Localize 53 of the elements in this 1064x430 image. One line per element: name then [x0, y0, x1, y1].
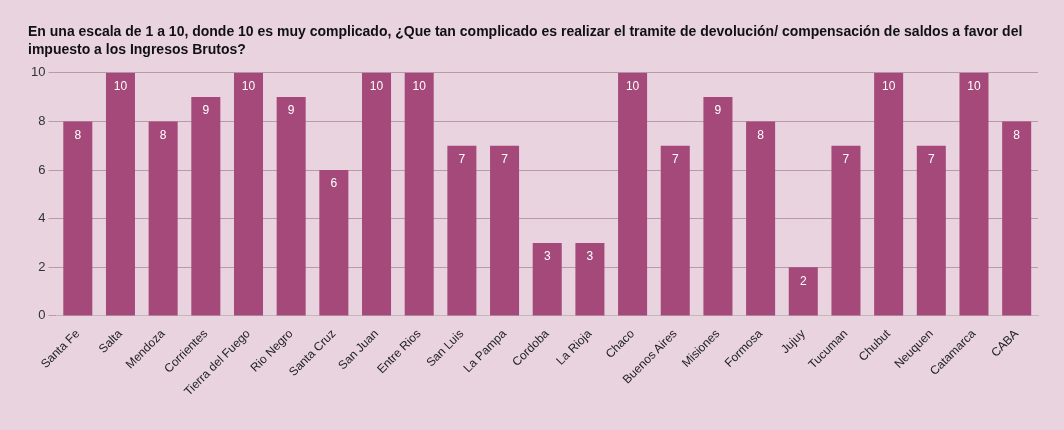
data-label: 8	[159, 127, 167, 142]
bar	[959, 72, 989, 316]
data-label: 8	[757, 127, 765, 142]
y-tick-label: 6	[38, 161, 46, 177]
y-tick-label: 10	[30, 64, 46, 80]
bar	[276, 97, 306, 316]
data-label: 2	[799, 273, 807, 288]
bar	[63, 121, 93, 316]
data-label: 7	[927, 152, 935, 167]
data-label: 7	[671, 152, 679, 167]
data-label: 8	[1013, 127, 1021, 142]
bar	[874, 72, 904, 316]
data-label: 7	[842, 152, 850, 167]
data-label: 6	[330, 176, 338, 191]
bar	[191, 97, 221, 316]
bar	[831, 145, 861, 316]
bar	[404, 72, 434, 316]
data-label: 7	[458, 152, 466, 167]
data-label: 9	[714, 103, 722, 118]
bar	[105, 72, 135, 316]
data-label: 7	[501, 152, 509, 167]
bar	[916, 145, 946, 316]
y-tick-label: 4	[38, 210, 46, 226]
bar	[490, 145, 520, 316]
data-label: 8	[74, 127, 82, 142]
data-label: 3	[543, 249, 551, 264]
y-tick-label: 0	[38, 307, 46, 323]
data-label: 10	[241, 79, 256, 94]
bar	[788, 267, 818, 316]
bar	[148, 121, 178, 316]
data-label: 3	[586, 249, 594, 264]
chart-title: En una escala de 1 a 10, donde 10 es muy complicado, ¿Que tan complicado es realizar el tramite de devolución/ compensación de saldos a favor del impuesto a los Ingresos Brutos?	[28, 22, 1024, 58]
data-label: 9	[287, 103, 295, 118]
bar	[319, 170, 349, 316]
data-label: 9	[202, 103, 210, 118]
data-label: 10	[369, 79, 384, 94]
data-label: 10	[967, 79, 981, 94]
bar	[660, 145, 690, 316]
bar	[746, 121, 776, 316]
bar	[447, 145, 477, 316]
bar	[362, 72, 392, 316]
bar	[233, 72, 264, 316]
data-label: 10	[625, 79, 640, 94]
y-tick-label: 2	[38, 258, 46, 274]
bar	[1002, 121, 1032, 316]
bar	[575, 242, 605, 316]
bar	[618, 72, 648, 316]
data-label: 10	[412, 79, 427, 94]
bar	[532, 242, 562, 316]
data-label: 10	[113, 79, 128, 94]
bar	[703, 97, 733, 316]
y-tick-label: 8	[38, 112, 46, 128]
data-label: 10	[881, 79, 896, 94]
